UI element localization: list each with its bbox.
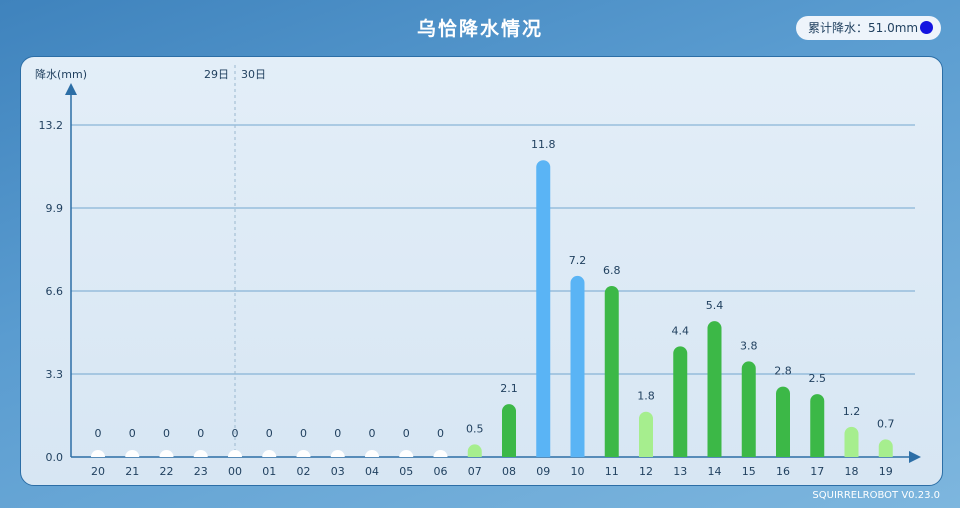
bar bbox=[810, 394, 825, 457]
x-tick-label: 01 bbox=[262, 465, 276, 478]
bar bbox=[741, 361, 756, 457]
bar-value-label: 0 bbox=[300, 427, 307, 440]
bar bbox=[296, 450, 311, 457]
x-tick-label: 07 bbox=[468, 465, 482, 478]
total-precipitation-badge: 累计降水：51.0mm bbox=[796, 16, 941, 40]
y-tick-label: 0.0 bbox=[46, 451, 64, 464]
x-tick-label: 22 bbox=[160, 465, 174, 478]
x-tick-label: 12 bbox=[639, 465, 653, 478]
bar bbox=[433, 450, 448, 457]
x-tick-label: 02 bbox=[297, 465, 311, 478]
bar-value-label: 0 bbox=[334, 427, 341, 440]
x-tick-label: 16 bbox=[776, 465, 790, 478]
x-tick-label: 23 bbox=[194, 465, 208, 478]
x-tick-label: 05 bbox=[399, 465, 413, 478]
bar-value-label: 11.8 bbox=[531, 138, 556, 151]
bar bbox=[639, 411, 653, 457]
x-tick-label: 08 bbox=[502, 465, 516, 478]
x-tick-label: 10 bbox=[571, 465, 585, 478]
bar bbox=[262, 450, 277, 457]
bar-value-label: 2.1 bbox=[500, 382, 518, 395]
bar bbox=[536, 160, 551, 457]
bar-value-label: 0 bbox=[403, 427, 410, 440]
bar-value-label: 0 bbox=[163, 427, 170, 440]
version-footer: SQUIRRELROBOT V0.23.0 bbox=[812, 490, 940, 501]
bar bbox=[365, 450, 379, 457]
bar-value-label: 0.5 bbox=[466, 422, 484, 435]
bar bbox=[604, 285, 619, 457]
bar bbox=[673, 346, 688, 457]
bar-value-label: 3.8 bbox=[740, 339, 758, 352]
bar bbox=[707, 321, 722, 457]
bar-value-label: 0 bbox=[437, 427, 444, 440]
bar bbox=[91, 450, 105, 457]
bar-value-label: 2.8 bbox=[774, 365, 792, 378]
x-tick-label: 00 bbox=[228, 465, 242, 478]
bar-value-label: 5.4 bbox=[706, 299, 724, 312]
x-tick-label: 18 bbox=[845, 465, 859, 478]
bar-value-label: 4.4 bbox=[672, 324, 690, 337]
bar-value-label: 0 bbox=[369, 427, 376, 440]
bar-value-label: 0 bbox=[95, 427, 102, 440]
day-label: 29日 bbox=[204, 68, 229, 81]
x-tick-label: 19 bbox=[879, 465, 893, 478]
x-tick-label: 04 bbox=[365, 465, 379, 478]
x-tick-label: 03 bbox=[331, 465, 345, 478]
bar bbox=[125, 450, 140, 457]
chart-panel: 降水(mm) 0.0 3.3 6.6 9.9 13.2 29日 30日 0 20 0 21 0 22 0 2… bbox=[20, 56, 943, 486]
bar bbox=[570, 275, 585, 457]
x-tick-label: 06 bbox=[434, 465, 448, 478]
bar bbox=[878, 439, 893, 457]
total-precipitation-label: 累计降水：51.0mm bbox=[808, 21, 919, 35]
bar bbox=[159, 450, 174, 457]
bar-value-label: 6.8 bbox=[603, 264, 621, 277]
bar bbox=[467, 444, 482, 457]
bar bbox=[844, 426, 859, 457]
x-tick-label: 15 bbox=[742, 465, 756, 478]
x-tick-label: 17 bbox=[810, 465, 824, 478]
bar bbox=[193, 450, 208, 457]
bar-value-label: 0 bbox=[232, 427, 239, 440]
y-tick-label: 3.3 bbox=[46, 368, 64, 381]
x-tick-label: 14 bbox=[708, 465, 722, 478]
y-tick-label: 9.9 bbox=[46, 202, 64, 215]
x-tick-label: 09 bbox=[536, 465, 550, 478]
day-label: 30日 bbox=[241, 68, 266, 81]
bar-value-label: 0 bbox=[266, 427, 273, 440]
x-tick-label: 13 bbox=[673, 465, 687, 478]
x-tick-label: 11 bbox=[605, 465, 619, 478]
bar-value-label: 7.2 bbox=[569, 254, 587, 267]
chart-title: 乌恰降水情况 bbox=[416, 18, 543, 40]
legend-dot-icon bbox=[920, 21, 933, 34]
bar-value-label: 1.8 bbox=[637, 390, 655, 403]
bar-value-label: 2.5 bbox=[809, 372, 827, 385]
bar bbox=[399, 450, 414, 457]
bar bbox=[330, 450, 345, 457]
y-tick-label: 6.6 bbox=[46, 285, 64, 298]
bar-value-label: 0.7 bbox=[877, 417, 895, 430]
y-tick-label: 13.2 bbox=[39, 119, 64, 132]
bar-value-label: 0 bbox=[197, 427, 204, 440]
x-tick-label: 20 bbox=[91, 465, 105, 478]
y-axis-title: 降水(mm) bbox=[35, 67, 87, 81]
bar bbox=[502, 404, 516, 457]
x-tick-label: 21 bbox=[125, 465, 139, 478]
bar bbox=[776, 386, 790, 457]
bar bbox=[228, 450, 242, 457]
bar-value-label: 0 bbox=[129, 427, 136, 440]
bar-value-label: 1.2 bbox=[843, 405, 861, 418]
